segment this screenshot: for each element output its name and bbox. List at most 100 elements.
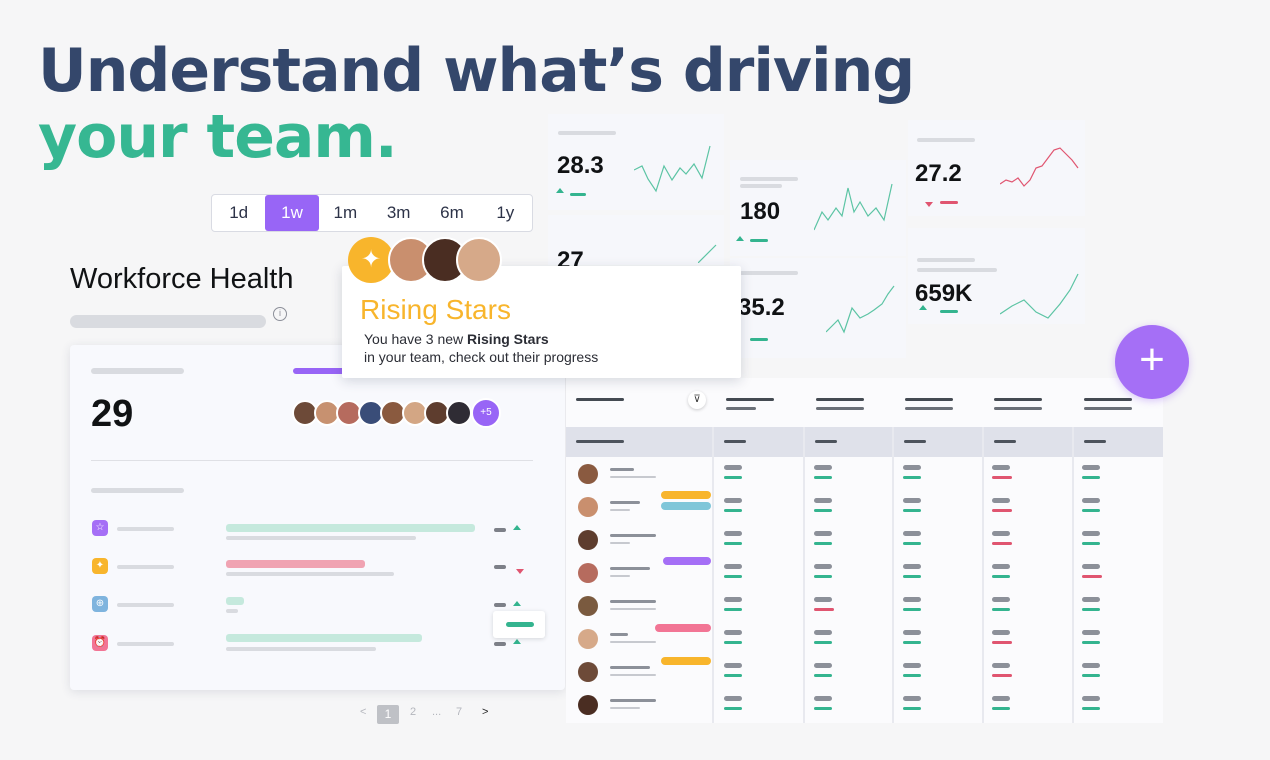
avatar [578,695,598,715]
filter-icon[interactable]: ⊽ [688,391,706,409]
metric-value-bar [903,597,921,602]
metric-trend-bar [992,707,1010,710]
employee-role [610,542,630,544]
metric-card[interactable]: 28.3 [548,114,724,210]
rising-stars-highlight: Rising Stars [467,331,549,347]
metric-value-bar [1082,597,1100,602]
metric-trend-bar [814,608,834,611]
employee-name [610,567,650,570]
timeframe-6m[interactable]: 6m [440,203,464,222]
metric-value-bar [903,696,921,701]
avatar [578,596,598,616]
subheader-label [815,440,837,443]
employee-role [610,641,656,643]
subheader-label [904,440,926,443]
metric-card[interactable]: 27.2 [908,120,1085,216]
metric-card[interactable]: 659K [908,228,1085,324]
timeframe-1d[interactable]: 1d [229,203,249,222]
alarm-icon: ⏰ [92,635,108,651]
avatar [446,400,472,426]
metric-value-bar [903,564,921,569]
workforce-health-card: 29 +5 ☆ ✦ ⊕ ⏰ [70,345,565,690]
employee-role [610,707,640,709]
column-header [816,398,864,401]
metric-card[interactable]: 27 [548,215,724,274]
metric-value-bar [814,465,832,470]
column-divider [712,427,714,723]
metric-trend-bar [1082,542,1100,545]
hero-line-1: Understand what’s driving [38,36,915,106]
tag-star [663,557,711,565]
metric-value-bar [724,663,742,668]
pagination-page-7[interactable]: 7 [456,706,463,718]
add-button[interactable]: + [1115,325,1189,399]
column-divider [892,427,894,723]
metric-card[interactable]: 180 [730,160,906,256]
tag-rising-star [661,657,711,665]
timeframe-3m[interactable]: 3m [386,203,411,222]
sparkline [1000,147,1079,187]
more-avatars-badge[interactable]: +5 [471,398,501,428]
metric-value-bar [992,531,1010,536]
metric-trend-bar [1082,641,1100,644]
pagination-page-2[interactable]: 2 [410,706,417,718]
column-header [726,407,756,410]
pagination-prev[interactable]: < [360,706,367,718]
metric-value-bar [724,630,742,635]
rising-stars-popup[interactable]: Rising Stars You have 3 new Rising Stars… [342,266,741,378]
tag-alarm [655,624,711,632]
metric-value-bar [992,465,1010,470]
metric-value-bar [1082,465,1100,470]
info-icon[interactable]: i [273,307,287,321]
timeframe-1w[interactable]: 1w [265,195,319,231]
tag-globe [661,502,711,510]
sparkline [826,285,895,334]
metric-value-bar [1082,564,1100,569]
metric-card[interactable]: 35.2 [730,258,906,358]
avatar-stack[interactable]: +5 [292,398,502,430]
metric-trend-bar [992,542,1012,545]
rising-stars-title: Rising Stars [360,294,511,325]
metric-value-bar [814,630,832,635]
metric-trend-bar [992,509,1012,512]
employee-role [610,476,656,478]
column-header [905,398,953,401]
avatar [578,629,598,649]
rising-stars-message: You have 3 new Rising Stars in your team… [364,331,599,365]
metric-trend-bar [724,707,742,710]
metric-value-bar [724,696,742,701]
metric-value-bar [814,696,832,701]
column-header [576,398,624,401]
metric-trend-bar [724,575,742,578]
metric-trend-bar [814,542,832,545]
metric-value-bar [814,531,832,536]
column-header [1084,398,1132,401]
metric-value-bar [903,465,921,470]
metric-value-bar [903,663,921,668]
metric-value-bar [1082,498,1100,503]
timeframe-1m[interactable]: 1m [333,203,358,222]
metric-trend-bar [992,575,1010,578]
metric-value-bar [724,564,742,569]
metric-value-bar [724,498,742,503]
metric-value-bar [1082,531,1100,536]
metric-trend-bar [992,641,1012,644]
timeframe-1y[interactable]: 1y [496,203,515,222]
avatar [578,497,598,517]
metric-trend-bar [724,542,742,545]
pagination-next[interactable]: > [482,706,489,718]
metric-trend-bar [724,509,742,512]
team-table: ⊽ [566,378,1163,723]
avatar [578,530,598,550]
pagination-current[interactable]: 1 [377,705,399,724]
metric-value-bar [1082,696,1100,701]
metric-trend-bar [724,641,742,644]
metric-value-bar [1082,663,1100,668]
avatar [456,237,502,283]
employee-role [610,608,656,610]
metric-trend-bar [903,476,921,479]
metric-trend-bar [903,641,921,644]
metric-value-bar [992,498,1010,503]
avatar [578,464,598,484]
metric-trend-bar [903,608,921,611]
